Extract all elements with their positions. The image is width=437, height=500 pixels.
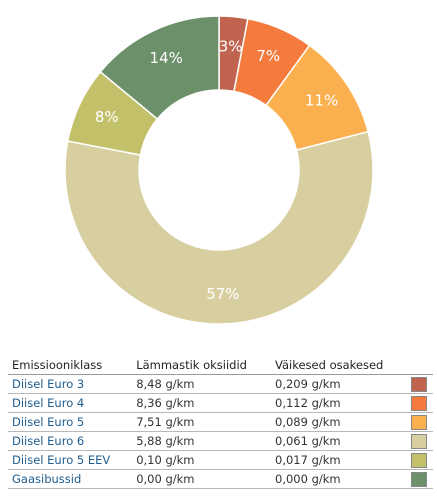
legend-color-swatch	[411, 395, 427, 411]
header-swatch	[407, 355, 433, 375]
legend-pm-value: 0,061 g/km	[271, 431, 407, 451]
legend-row: Diisel Euro 5 EEV 0,10 g/km 0,017 g/km	[8, 450, 433, 470]
legend-nox-value: 0,00 g/km	[132, 469, 272, 489]
legend-row: Diisel Euro 5 7,51 g/km 0,089 g/km	[8, 412, 433, 432]
slice-value-label: 57%	[206, 285, 239, 303]
legend-nox-value: 5,88 g/km	[132, 431, 272, 451]
legend-nox-value: 0,10 g/km	[132, 450, 272, 470]
legend-pm-value: 0,089 g/km	[271, 412, 407, 432]
legend-nox-value: 8,36 g/km	[132, 393, 272, 413]
slice-value-label: 8%	[95, 108, 119, 126]
legend-name: Diisel Euro 6	[8, 431, 133, 451]
donut-chart: 3% 7% 11% 57% 8% 14%	[64, 15, 374, 325]
legend-color-swatch	[411, 452, 427, 468]
slice-value-label: 3%	[219, 38, 243, 56]
legend-header-row: Emissiooniklass Lämmastik oksiidid Väike…	[8, 355, 433, 375]
legend-name: Diisel Euro 5	[8, 412, 133, 432]
legend-row: Diisel Euro 4 8,36 g/km 0,112 g/km	[8, 393, 433, 413]
legend-nox-value: 7,51 g/km	[132, 412, 272, 432]
legend-color-swatch	[411, 471, 427, 487]
legend-pm-value: 0,017 g/km	[271, 450, 407, 470]
legend-row: Diisel Euro 6 5,88 g/km 0,061 g/km	[8, 431, 433, 451]
legend-color-swatch	[411, 433, 427, 449]
legend-name: Diisel Euro 3	[8, 374, 133, 394]
legend-name: Diisel Euro 4	[8, 393, 133, 413]
legend-row: Gaasibussid 0,00 g/km 0,000 g/km	[8, 469, 433, 489]
legend-name: Diisel Euro 5 EEV	[8, 450, 133, 470]
legend-color-swatch	[411, 376, 427, 392]
donut-slice	[64, 130, 374, 325]
legend-color-swatch	[411, 414, 427, 430]
slice-value-label: 11%	[305, 91, 338, 109]
header-nitrogen-oxides: Lämmastik oksiidid	[132, 355, 272, 375]
legend-pm-value: 0,112 g/km	[271, 393, 407, 413]
legend-nox-value: 8,48 g/km	[132, 374, 272, 394]
legend-row: Diisel Euro 3 8,48 g/km 0,209 g/km	[8, 374, 433, 394]
slice-value-label: 7%	[256, 47, 280, 65]
donut-slice	[99, 15, 220, 121]
legend-pm-value: 0,209 g/km	[271, 374, 407, 394]
legend-pm-value: 0,000 g/km	[271, 469, 407, 489]
header-emission-class: Emissiooniklass	[8, 355, 133, 375]
legend-table: Emissiooniklass Lämmastik oksiidid Väike…	[8, 355, 433, 489]
slice-value-label: 14%	[150, 49, 183, 67]
legend-name: Gaasibussid	[8, 469, 133, 489]
header-particulates: Väikesed osakesed	[271, 355, 407, 375]
